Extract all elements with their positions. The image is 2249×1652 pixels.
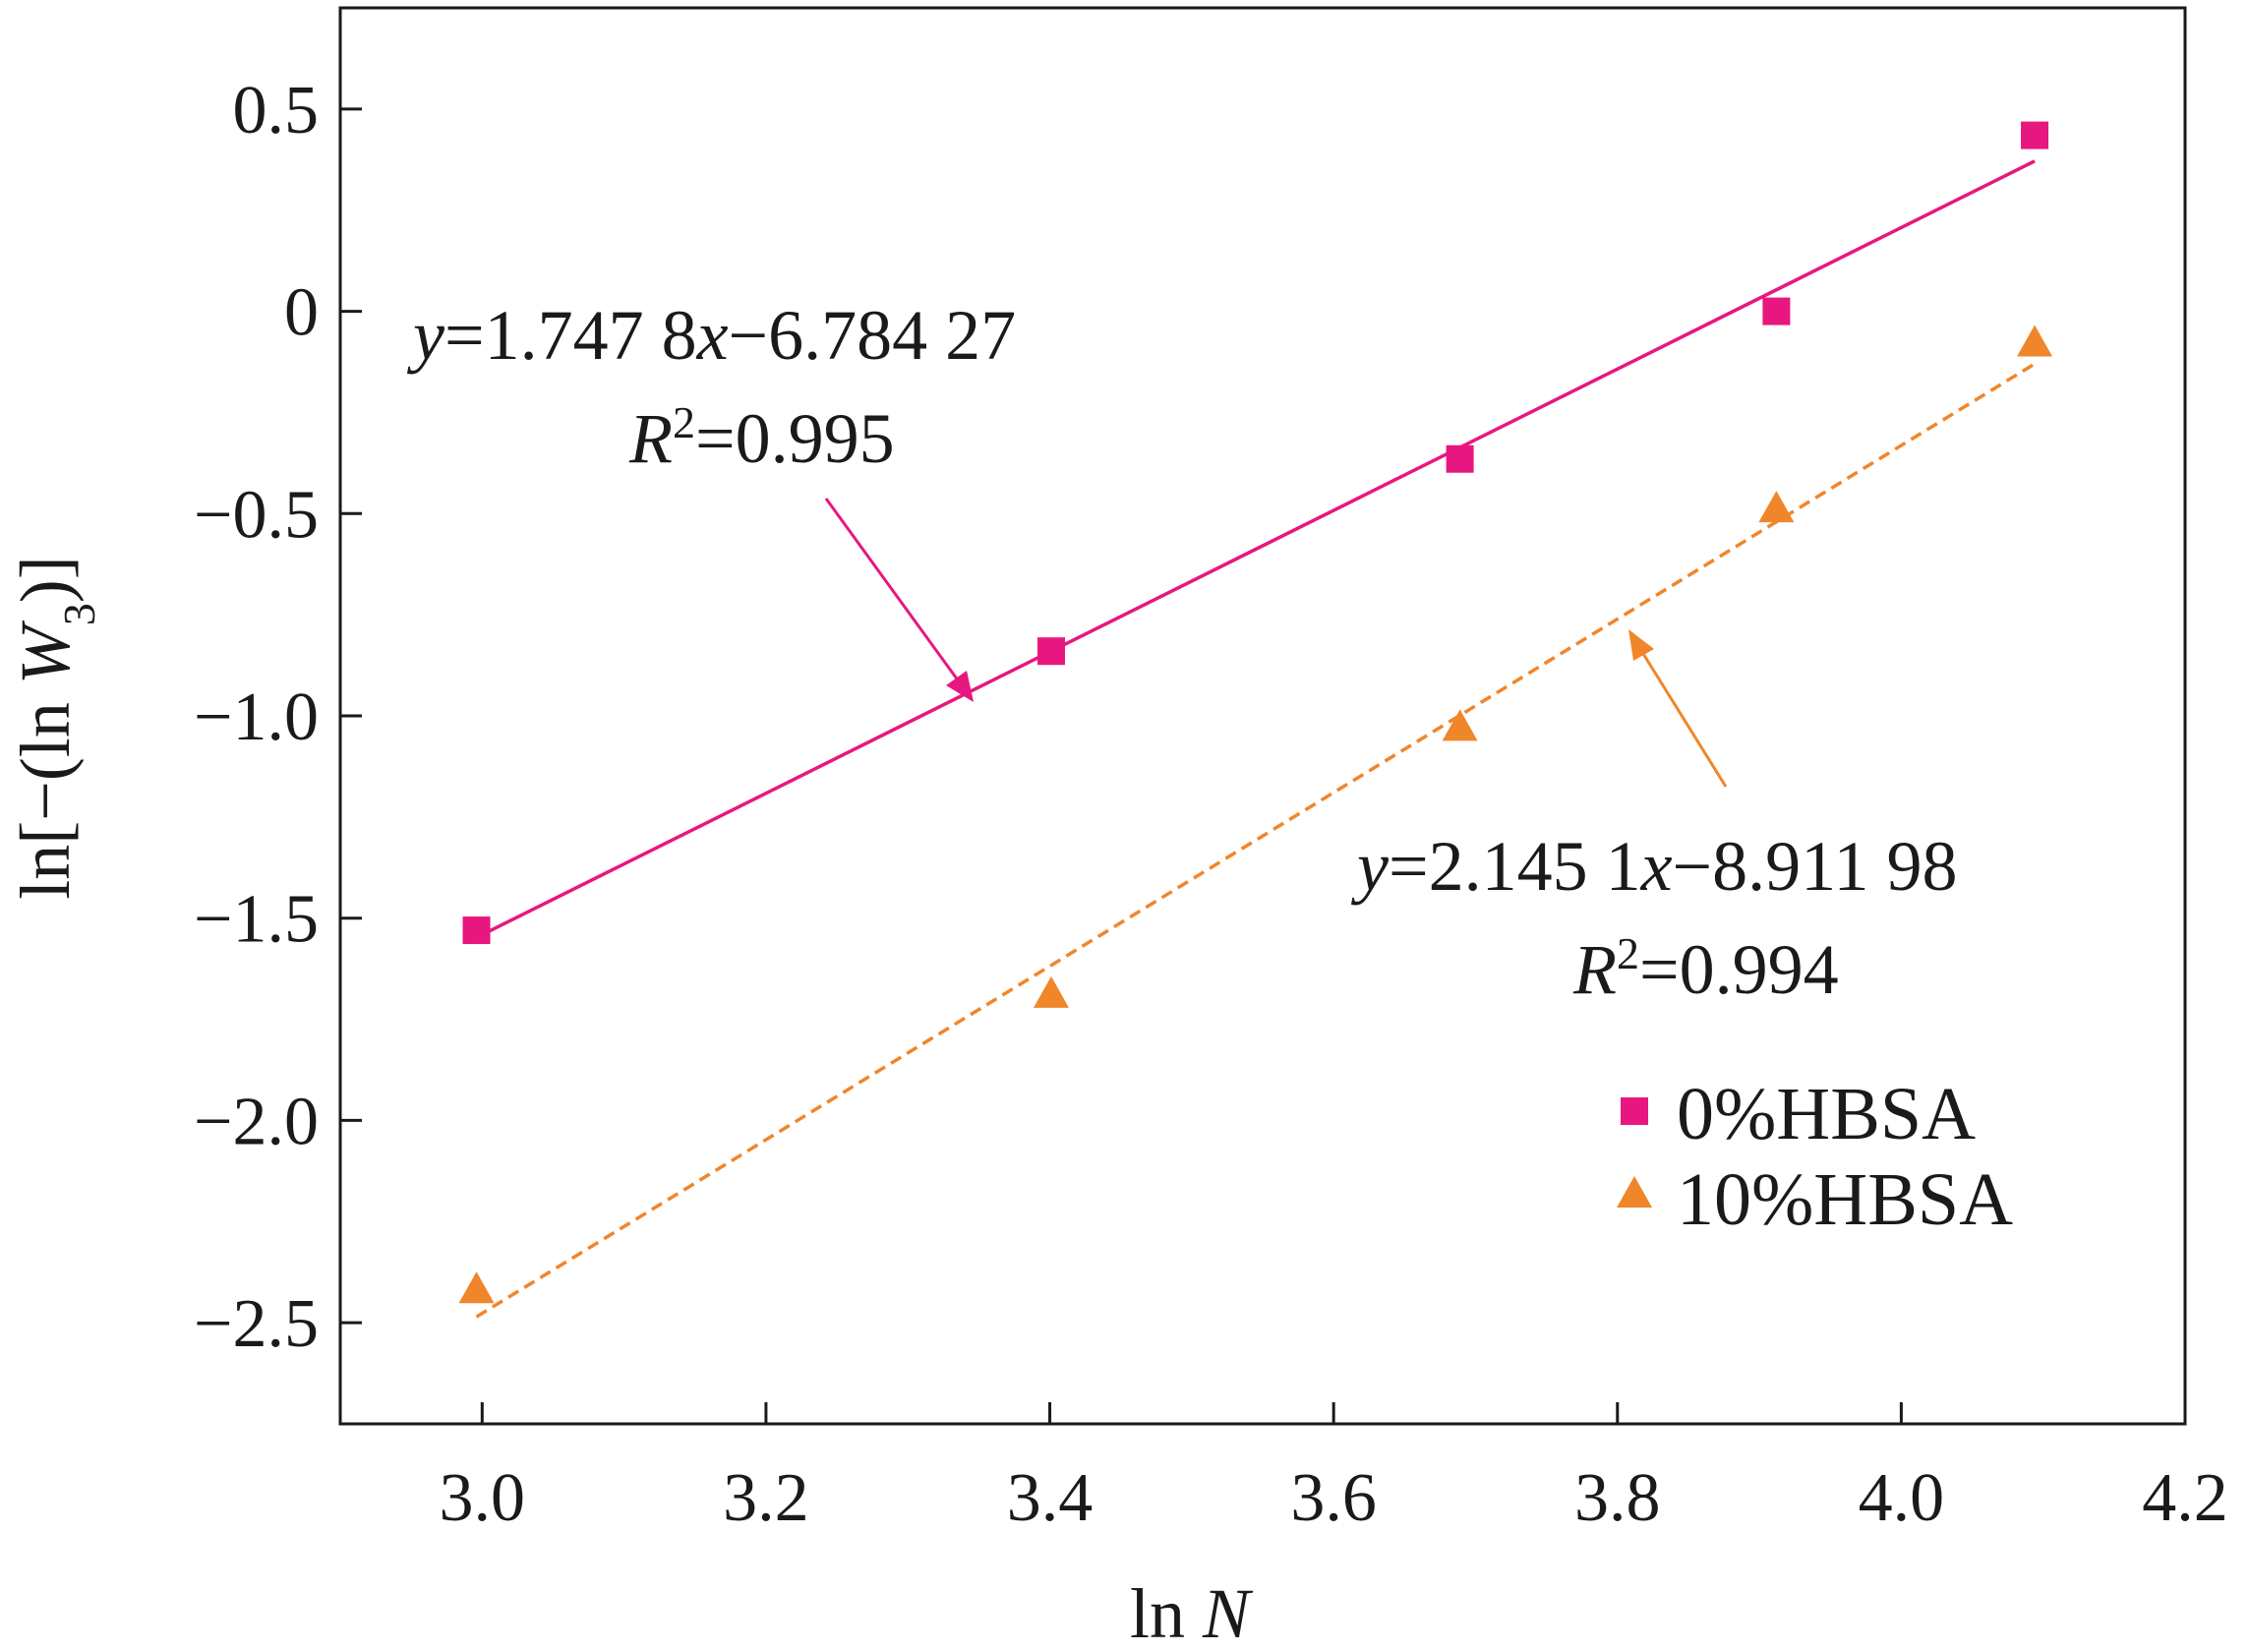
legend-label-1: 10%HBSA: [1677, 1158, 2013, 1241]
y-tick-label: −1.5: [194, 882, 319, 958]
x-tick-label: 3.8: [1574, 1460, 1661, 1536]
y-axis-title: ln[−(ln W3)]: [6, 556, 104, 900]
x-tick-label: 4.2: [2142, 1460, 2228, 1536]
data-markers: [458, 121, 2053, 1304]
data-point-1: [2017, 324, 2053, 357]
data-point-0: [1762, 297, 1791, 325]
fit-line-0: [475, 159, 2036, 939]
data-point-0: [2021, 121, 2049, 149]
fit-lines: [475, 159, 2036, 1319]
r-squared-1: R2=0.994: [1572, 928, 1839, 1010]
equation-0-line1: y=1.747 8x−6.784 27: [406, 296, 1016, 375]
legend: 0%HBSA 10%HBSA: [1617, 1073, 2013, 1241]
y-tick-label: −1.0: [194, 679, 319, 755]
fit-line-1: [475, 362, 2036, 1319]
x-tick-label: 3.4: [1007, 1460, 1094, 1536]
annotation-1: y=2.145 1x−8.911 98 R2=0.994: [1350, 629, 1957, 1009]
x-tick-label: 3.6: [1290, 1460, 1377, 1536]
y-tick-label: −0.5: [194, 477, 319, 553]
y-tick-label: 0.5: [233, 73, 320, 148]
legend-marker-0: [1621, 1097, 1648, 1125]
axes: 3.0 3.2 3.4 3.6 3.8 4.0 4.2 0.5 0 −0.5 −1.0 −1.5 −2.…: [194, 6, 2228, 1536]
data-point-1: [1758, 491, 1795, 523]
arrow-1-head: [1628, 629, 1654, 661]
y-tick-label: −2.5: [194, 1286, 319, 1362]
x-tick-label: 3.0: [440, 1460, 526, 1536]
data-point-1: [1033, 975, 1069, 1008]
data-point-0: [1446, 444, 1474, 473]
y-tick-label: −2.0: [194, 1084, 319, 1159]
data-point-0: [462, 916, 491, 945]
arrow-1-shaft: [1638, 648, 1728, 788]
x-tick-label: 4.0: [1859, 1460, 1945, 1536]
annotation-0: y=1.747 8x−6.784 27 R2=0.995: [406, 296, 1016, 702]
data-point-1: [1442, 709, 1478, 741]
x-axis-title: ln N: [1130, 1574, 1254, 1652]
data-point-0: [1036, 637, 1065, 666]
equation-1-line1: y=2.145 1x−8.911 98: [1350, 827, 1957, 906]
r-squared-0: R2=0.995: [628, 397, 895, 479]
x-tick-label: 3.2: [723, 1460, 809, 1536]
arrow-0-shaft: [824, 498, 966, 689]
data-point-1: [458, 1271, 495, 1304]
y-tick-label: 0: [284, 275, 319, 351]
legend-marker-1: [1617, 1176, 1652, 1208]
legend-label-0: 0%HBSA: [1677, 1073, 1976, 1155]
arrow-0-head: [946, 671, 974, 702]
